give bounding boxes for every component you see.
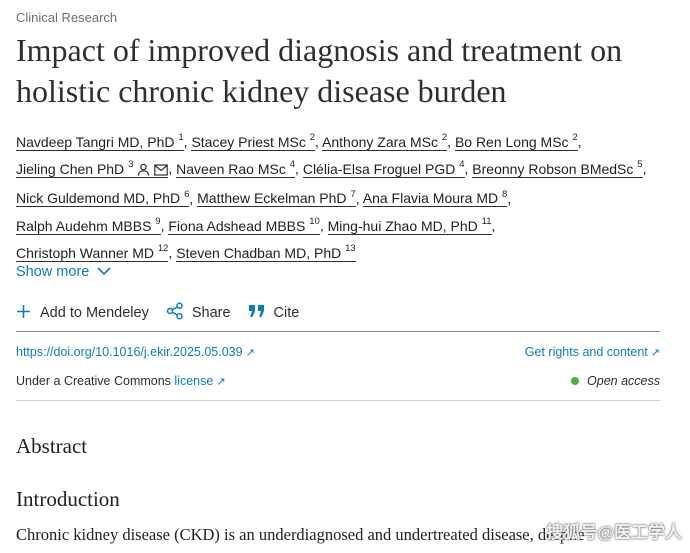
section-heading-introduction: Introduction bbox=[16, 487, 120, 511]
plus-icon bbox=[16, 304, 40, 323]
arrow-up-right-icon: ↗ bbox=[216, 376, 226, 388]
open-access-badge: Open access bbox=[571, 374, 660, 388]
divider bbox=[16, 331, 660, 332]
person-icon bbox=[137, 160, 150, 184]
author-link[interactable]: Anthony Zara MSc 2 bbox=[322, 132, 448, 151]
envelope-icon[interactable] bbox=[154, 160, 169, 184]
article-title: Impact of improved diagnosis and treatme… bbox=[16, 32, 623, 109]
author-link[interactable]: Ana Flavia Moura MD 8 bbox=[362, 188, 508, 208]
author-link[interactable]: Christoph Wanner MD 12 bbox=[16, 243, 169, 263]
mendeley-label: Add to Mendeley bbox=[40, 305, 149, 321]
author-link[interactable]: Bo Ren Long MSc 2 bbox=[454, 132, 578, 151]
open-access-dot-icon bbox=[571, 377, 580, 385]
author-link[interactable]: Clélia-Elsa Froguel PGD 4 bbox=[302, 159, 465, 179]
author-link[interactable]: Nick Guldemond MD, PhD 6 bbox=[16, 188, 190, 208]
license-statement: Under a Creative Commons license ↗ bbox=[16, 374, 226, 388]
article-actions: Add to Mendeley Share Cite bbox=[16, 302, 316, 324]
show-more-label: Show more bbox=[16, 264, 90, 280]
author-list: Navdeep Tangri MD, PhD 1, Stacey Priest … bbox=[16, 132, 647, 263]
cite-button[interactable]: Cite bbox=[248, 304, 300, 322]
cite-label: Cite bbox=[273, 305, 300, 321]
doi-link[interactable]: https://doi.org/10.1016/j.ekir.2025.05.0… bbox=[16, 345, 255, 359]
add-to-mendeley-button[interactable]: Add to Mendeley bbox=[16, 304, 149, 323]
get-rights-link[interactable]: Get rights and content ↗ bbox=[524, 345, 660, 359]
introduction-text: Chronic kidney disease (CKD) is an under… bbox=[16, 525, 585, 544]
watermark: 搜狐号@医工学人 bbox=[546, 523, 682, 542]
author-link[interactable]: Fiona Adshead MBBS 10 bbox=[168, 216, 320, 235]
share-button[interactable]: Share bbox=[166, 302, 231, 324]
share-label: Share bbox=[191, 305, 231, 321]
chevron-down-icon bbox=[97, 264, 111, 280]
author-link[interactable]: Breonny Robson BMedSc 5 bbox=[472, 159, 643, 179]
article-category: Clinical Research bbox=[16, 10, 118, 25]
arrow-up-right-icon: ↗ bbox=[245, 347, 255, 359]
author-link[interactable]: Naveen Rao MSc 4 bbox=[176, 159, 296, 179]
share-icon bbox=[166, 302, 192, 324]
arrow-up-right-icon: ↗ bbox=[650, 347, 660, 359]
show-more-button[interactable]: Show more bbox=[16, 264, 111, 280]
author-link[interactable]: Navdeep Tangri MD, PhD 1 bbox=[16, 132, 184, 151]
author-link[interactable]: Matthew Eckelman PhD 7 bbox=[197, 188, 356, 208]
author-link[interactable]: Ming-hui Zhao MD, PhD 11 bbox=[327, 216, 492, 235]
divider bbox=[16, 400, 660, 401]
author-link[interactable]: Steven Chadban MD, PhD 13 bbox=[176, 243, 356, 263]
author-link[interactable]: Ralph Audehm MBBS 9 bbox=[16, 216, 161, 235]
license-link[interactable]: license ↗ bbox=[174, 374, 226, 388]
section-heading-abstract: Abstract bbox=[16, 434, 88, 458]
quote-icon bbox=[248, 304, 274, 322]
author-link[interactable]: Stacey Priest MSc 2 bbox=[191, 132, 316, 151]
author-link[interactable]: Jieling Chen PhD 3 bbox=[16, 159, 169, 179]
